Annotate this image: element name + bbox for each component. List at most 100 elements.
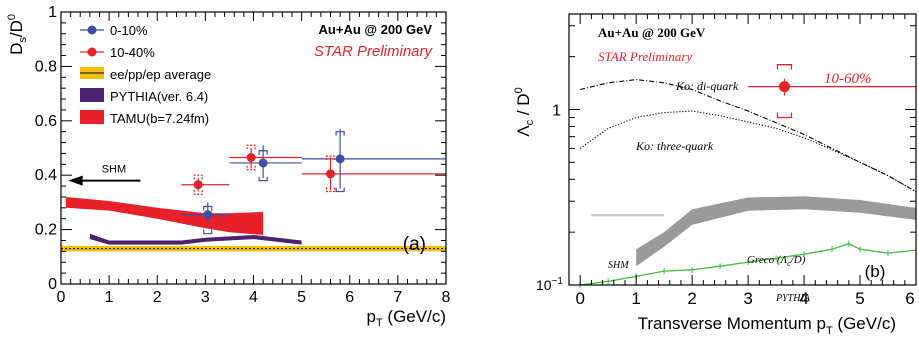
x-tick-label: 5 <box>297 289 306 306</box>
x-tick-label: 2 <box>153 289 162 306</box>
legend-item: TAMU(b=7.24fm) <box>80 110 209 126</box>
label-part: 10 <box>536 277 552 293</box>
legend-label: PYTHIA(ver. 6.4) <box>110 89 208 104</box>
label-part: 0 <box>513 87 525 93</box>
x-axis-title: pT (GeV/c) <box>367 307 447 329</box>
y-axis-title: Ds/D0 <box>6 14 29 55</box>
data-point <box>748 64 916 119</box>
x-tick-label: 8 <box>442 289 451 306</box>
marker <box>246 153 256 163</box>
legend-label: 10-40% <box>110 45 155 60</box>
y-tick-label: 1 <box>552 102 561 119</box>
system-label: Au+Au @ 200 GeV <box>319 22 433 37</box>
x-tick-label: 1 <box>631 289 640 308</box>
shm-label: SHM <box>102 164 126 176</box>
legend-swatch <box>80 88 104 102</box>
label-part: p <box>367 307 376 326</box>
y-tick-label: 1 <box>48 4 57 21</box>
preliminary-label: STAR Preliminary <box>598 49 692 64</box>
panel-label: (b) <box>865 262 886 281</box>
label-part: (GeV/c) <box>383 307 446 326</box>
legend-marker <box>87 25 97 35</box>
marker <box>203 210 213 220</box>
label-part: (GeV/c) <box>833 314 896 333</box>
legend-item: 10-40% <box>80 45 155 60</box>
label-part: c <box>787 259 791 268</box>
x-tick-label: 4 <box>799 289 808 308</box>
data-point <box>301 155 446 193</box>
label-part: −1 <box>552 276 564 287</box>
legend-marker <box>87 47 97 57</box>
label-part: T <box>376 317 383 329</box>
model-curve <box>579 110 917 193</box>
x-tick-label: 0 <box>575 289 584 308</box>
label-part: / D <box>514 93 533 119</box>
data-point <box>229 144 302 171</box>
label-part: D <box>7 43 26 55</box>
marker <box>258 158 268 168</box>
panel-a: SHM 0 1 2 3 4 5 6 7 8 0 0.2 0.4 0.6 0.8 1 pT (GeV/c) Ds/D… <box>6 4 451 329</box>
sys-bracket <box>325 155 336 193</box>
marker <box>326 169 335 179</box>
marker <box>193 180 203 190</box>
x-tick-label: 3 <box>201 289 210 306</box>
preliminary-label: STAR Preliminary <box>314 43 434 60</box>
sys-bracket <box>258 150 268 182</box>
sys-bracket <box>246 144 256 171</box>
marker <box>778 81 790 93</box>
legend-item: 0-10% <box>80 23 148 38</box>
x-tick-label: 3 <box>743 289 752 308</box>
label-part: 0 <box>6 14 18 20</box>
curve-label: Ko: di-quark <box>675 79 739 93</box>
y-tick-label: 0 <box>48 276 57 293</box>
label-part: c <box>524 119 536 125</box>
data-point <box>229 145 302 182</box>
point-label: 10-60% <box>824 71 872 87</box>
sys-bracket <box>776 64 793 119</box>
data-point <box>181 202 230 235</box>
x-tick-label: 5 <box>855 289 864 308</box>
greco-band <box>636 196 916 267</box>
label-part: Λ <box>514 125 533 137</box>
data-point <box>181 174 230 195</box>
x-tick-label: 6 <box>905 289 914 308</box>
shm-arrow-head <box>68 175 83 186</box>
label-part: Greco (Λ <box>747 254 787 266</box>
marker <box>335 154 345 164</box>
y-tick-label: 0.4 <box>35 167 57 184</box>
sys-bracket <box>203 205 213 235</box>
tamu-band <box>65 197 264 235</box>
x-tick-label: 1 <box>105 289 114 306</box>
legend-item: ee/pp/ep average <box>80 67 211 82</box>
x-tick-label: 6 <box>345 289 354 306</box>
curve-label: Ko: three-quark <box>635 139 714 153</box>
data-point <box>301 128 446 193</box>
pythia-label: PYTHIA <box>775 293 811 304</box>
label-part: T <box>826 325 833 337</box>
legend-item: PYTHIA(ver. 6.4) <box>80 88 208 104</box>
y-tick-label: 0.2 <box>35 222 57 239</box>
panel-label: (a) <box>403 234 426 255</box>
x-tick-label: 2 <box>687 289 696 308</box>
x-tick-label: 7 <box>393 289 402 306</box>
system-label: Au+Au @ 200 GeV <box>598 25 706 40</box>
panel-b: 0 1 2 3 4 5 6 1 10−1 Transverse Momentum pT (GeV/… <box>513 13 917 337</box>
legend-swatch <box>80 110 104 124</box>
y-tick-label: 10−1 <box>536 276 563 293</box>
x-axis-title: Transverse Momentum pT (GeV/c) <box>638 314 896 337</box>
pythia-band <box>89 233 302 245</box>
label-part: /D <box>7 20 26 37</box>
x-tick-label: 4 <box>249 289 258 306</box>
legend-label: 0-10% <box>110 23 148 38</box>
y-axis-title: Λc / D0 <box>513 87 536 136</box>
x-tick-label: 0 <box>57 289 66 306</box>
shm-label: SHM <box>608 260 629 271</box>
pythia-line <box>580 242 917 286</box>
y-tick-label: 0.8 <box>35 58 57 75</box>
legend-label: ee/pp/ep average <box>110 67 211 82</box>
sys-bracket <box>193 174 203 195</box>
plot-frame <box>568 13 917 286</box>
legend-label: TAMU(b=7.24fm) <box>110 111 209 126</box>
label-part: s <box>17 37 29 43</box>
